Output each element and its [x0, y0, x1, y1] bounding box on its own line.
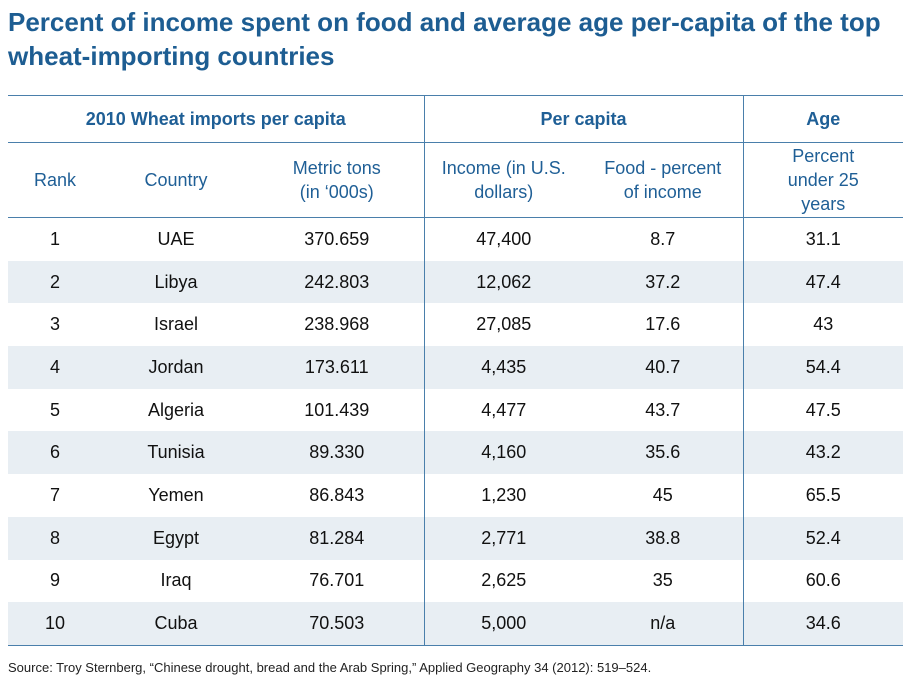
table-row: 5 Algeria 101.439 4,477 43.7 47.5: [8, 388, 904, 432]
cell-metric-tons: 173.611: [250, 346, 424, 389]
cell-food-percent: 35.6: [583, 431, 744, 475]
table-row: 10 Cuba 70.503 5,000 n/a 34.6: [8, 602, 904, 646]
table-row: 9 Iraq 76.701 2,625 35 60.6: [8, 559, 904, 603]
table-row: 8 Egypt 81.284 2,771 38.8 52.4: [8, 516, 904, 560]
cell-food-percent: 38.8: [583, 516, 744, 560]
cell-country: Cuba: [102, 602, 250, 646]
cell-metric-tons: 89.330: [250, 431, 424, 475]
cell-under-25: 60.6: [742, 559, 904, 603]
table-row: 3 Israel 238.968 27,085 17.6 43: [8, 303, 904, 347]
cell-country: Egypt: [102, 516, 250, 560]
cell-food-percent: 17.6: [645, 314, 681, 335]
cell-income: 2,625: [423, 559, 583, 603]
cell-income: 27,085: [423, 303, 583, 347]
cell-rank: 4: [8, 346, 102, 389]
cell-food-percent: 43.7: [645, 399, 681, 420]
cell-country: UAE: [157, 228, 195, 249]
table-row: 1 UAE 370.659 47,400 8.7 31.1: [8, 217, 904, 261]
cell-rank: 10: [8, 602, 102, 646]
column-header-food-percent: Food - percent of income: [583, 142, 744, 218]
cell-country: Tunisia: [102, 431, 250, 475]
cell-country: Iraq: [160, 570, 192, 591]
cell-metric-tons: 370.659: [304, 228, 370, 249]
cell-rank: 9: [49, 570, 60, 591]
cell-rank: 7: [49, 484, 60, 505]
cell-rank: 8: [8, 516, 102, 560]
cell-food-percent: 40.7: [583, 346, 744, 389]
cell-food-percent: n/a: [583, 602, 744, 646]
table-row: 6 Tunisia 89.330 4,160 35.6 43.2: [8, 431, 904, 475]
cell-country: Libya: [102, 260, 250, 304]
cell-country: Yemen: [148, 484, 204, 505]
cell-under-25: 47.4: [742, 260, 904, 304]
cell-food-percent: 45: [652, 484, 673, 505]
cell-rank: 5: [49, 399, 60, 420]
cell-under-25: 54.4: [742, 346, 904, 389]
cell-income: 1,230: [423, 474, 583, 517]
cell-rank: 3: [49, 314, 60, 335]
cell-income: 4,160: [423, 431, 583, 475]
cell-metric-tons: 101.439: [304, 399, 370, 420]
cell-income: 5,000: [423, 602, 583, 646]
cell-metric-tons: 242.803: [250, 260, 424, 304]
cell-income: 2,771: [423, 516, 583, 560]
cell-rank: 1: [49, 228, 60, 249]
column-header-rank: Rank: [8, 142, 102, 218]
source-note: Source: Troy Sternberg, “Chinese drought…: [8, 660, 652, 675]
column-header-income: Income (in U.S. dollars): [423, 142, 583, 218]
cell-food-percent: 35: [652, 570, 673, 591]
page-title: Percent of income spent on food and aver…: [8, 7, 881, 71]
group-header-wheat-imports: 2010 Wheat imports per capita: [8, 95, 424, 143]
column-header-under-25: Percent under 25 years: [742, 142, 904, 218]
cell-under-25: 34.6: [742, 602, 904, 646]
table-row: 7 Yemen 86.843 1,230 45 65.5: [8, 474, 904, 517]
data-table: 2010 Wheat imports per capita Per capita…: [8, 95, 904, 646]
cell-under-25: 31.1: [742, 217, 904, 261]
cell-under-25: 47.5: [742, 388, 904, 432]
cell-metric-tons: 70.503: [250, 602, 424, 646]
cell-country: Jordan: [102, 346, 250, 389]
cell-metric-tons: 76.701: [309, 570, 365, 591]
cell-country: Israel: [153, 314, 198, 335]
table-row: 2 Libya 242.803 12,062 37.2 47.4: [8, 260, 904, 304]
column-header-country: Country: [102, 142, 250, 218]
table-row: 4 Jordan 173.611 4,435 40.7 54.4: [8, 346, 904, 389]
cell-under-25: 43.2: [742, 431, 904, 475]
cell-under-25: 43: [742, 303, 904, 347]
cell-food-percent: 37.2: [583, 260, 744, 304]
cell-under-25: 52.4: [742, 516, 904, 560]
group-header-per-capita: Per capita: [423, 95, 744, 143]
cell-income: 47,400: [423, 217, 583, 261]
cell-rank: 2: [8, 260, 102, 304]
cell-under-25: 65.5: [742, 474, 904, 517]
column-header-metric-tons: Metric tons (in ‘000s): [250, 142, 424, 218]
cell-metric-tons: 238.968: [304, 314, 370, 335]
cell-metric-tons: 81.284: [250, 516, 424, 560]
cell-rank: 6: [8, 431, 102, 475]
cell-food-percent: 8.7: [650, 228, 676, 249]
cell-country: Algeria: [147, 399, 205, 420]
group-header-age: Age: [742, 95, 904, 143]
cell-metric-tons: 86.843: [309, 484, 365, 505]
cell-income: 4,435: [423, 346, 583, 389]
cell-income: 12,062: [423, 260, 583, 304]
cell-income: 4,477: [423, 388, 583, 432]
